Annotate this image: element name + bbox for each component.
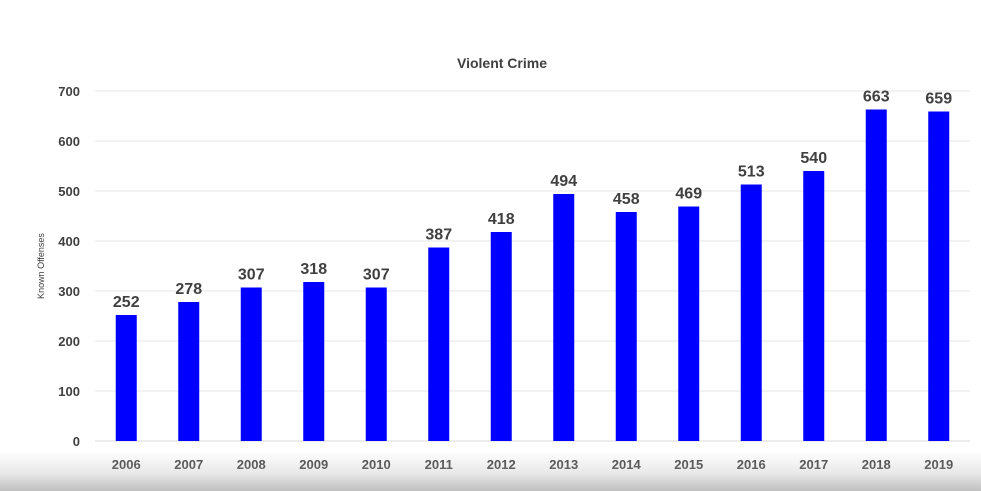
data-label-2013: 494 (550, 173, 577, 190)
data-label-2014: 458 (613, 191, 640, 208)
bar-2015 (678, 206, 700, 441)
chart-title: Violent Crime (457, 55, 547, 71)
bar-2019 (928, 111, 950, 441)
data-label-2012: 418 (488, 211, 515, 228)
bar-2014 (615, 212, 637, 441)
x-tick-label: 2019 (924, 457, 953, 472)
x-tick-label: 2012 (487, 457, 516, 472)
x-tick-label: 2016 (737, 457, 766, 472)
bar-2012 (490, 232, 512, 441)
bar-2008 (240, 287, 262, 441)
data-label-2018: 663 (863, 89, 890, 106)
bar-2016 (740, 184, 762, 441)
x-tick-label: 2013 (549, 457, 578, 472)
x-tick-label: 2015 (674, 457, 703, 472)
x-tick-label: 2007 (174, 457, 203, 472)
bar-2006 (115, 315, 137, 441)
y-tick-label: 0 (73, 434, 80, 449)
data-label-2006: 252 (113, 294, 140, 311)
y-tick-label: 400 (58, 234, 80, 249)
y-axis-label: Known Offenses (36, 233, 46, 299)
y-axis-ticks: 0 100 200 300 400 500 600 700 (58, 84, 80, 449)
y-tick-label: 500 (58, 184, 80, 199)
data-label-2015: 469 (675, 186, 702, 203)
data-label-2011: 387 (425, 227, 452, 244)
x-tick-label: 2014 (612, 457, 642, 472)
x-axis-ticks: 2006 2007 2008 2009 2010 2011 2012 2013 2014 2015… (112, 457, 953, 472)
data-label-2008: 307 (238, 267, 265, 284)
data-label-2017: 540 (800, 150, 827, 167)
bar-2011 (428, 247, 450, 441)
y-tick-label: 200 (58, 334, 80, 349)
x-tick-label: 2008 (237, 457, 266, 472)
y-tick-label: 600 (58, 134, 80, 149)
data-label-2009: 318 (300, 261, 327, 278)
gridlines (95, 90, 970, 442)
y-tick-label: 100 (58, 384, 80, 399)
bar-2017 (803, 171, 825, 441)
data-label-2007: 278 (175, 281, 202, 298)
x-tick-label: 2018 (862, 457, 891, 472)
y-tick-label: 700 (58, 84, 80, 99)
bar-2007 (178, 302, 200, 441)
bar-2009 (303, 282, 325, 441)
data-label-2010: 307 (363, 267, 390, 284)
x-tick-label: 2010 (362, 457, 391, 472)
x-tick-label: 2017 (799, 457, 828, 472)
data-label-2016: 513 (738, 164, 765, 181)
y-tick-label: 300 (58, 284, 80, 299)
x-tick-label: 2011 (425, 457, 453, 472)
data-label-2019: 659 (925, 91, 952, 108)
bar-2018 (865, 109, 887, 441)
bars (115, 109, 950, 441)
x-tick-label: 2006 (112, 457, 141, 472)
data-labels: 252 278 307 318 307 387 418 494 458 469 513 540 663 6… (113, 89, 952, 312)
bar-2013 (553, 194, 575, 441)
x-tick-label: 2009 (299, 457, 328, 472)
bar-2010 (365, 287, 387, 441)
